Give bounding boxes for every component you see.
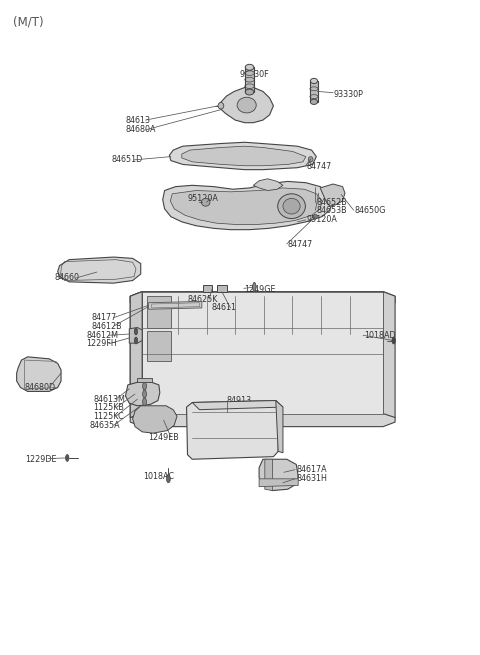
Text: 1229DE: 1229DE	[25, 455, 57, 464]
Polygon shape	[265, 459, 273, 491]
Polygon shape	[129, 328, 142, 343]
Ellipse shape	[134, 328, 138, 335]
Polygon shape	[58, 257, 141, 283]
Text: 84913: 84913	[227, 396, 252, 405]
Ellipse shape	[283, 198, 300, 214]
Text: 1125KC: 1125KC	[93, 412, 124, 421]
Ellipse shape	[245, 64, 254, 70]
Text: 84650G: 84650G	[355, 206, 386, 215]
Text: 93330P: 93330P	[333, 90, 363, 98]
Text: 84613: 84613	[125, 115, 150, 124]
Polygon shape	[130, 291, 142, 417]
Ellipse shape	[143, 390, 146, 398]
Ellipse shape	[313, 214, 317, 219]
Text: 84612B: 84612B	[91, 322, 122, 331]
Polygon shape	[125, 383, 160, 405]
Ellipse shape	[278, 194, 305, 219]
Ellipse shape	[245, 89, 254, 95]
Polygon shape	[203, 285, 212, 291]
Ellipse shape	[66, 455, 69, 461]
Text: 84660: 84660	[55, 273, 80, 282]
Text: 84680A: 84680A	[125, 125, 156, 134]
Text: 84177: 84177	[91, 313, 116, 322]
Text: 84747: 84747	[307, 162, 332, 171]
Polygon shape	[192, 401, 283, 409]
Text: 84747: 84747	[288, 240, 313, 248]
Ellipse shape	[308, 157, 313, 162]
Text: 84611: 84611	[211, 303, 236, 312]
Polygon shape	[142, 291, 383, 413]
Text: 84631H: 84631H	[296, 474, 327, 483]
Bar	[245, 67, 254, 92]
Text: (M/T): (M/T)	[13, 16, 44, 29]
Text: 1249GE: 1249GE	[244, 285, 276, 294]
Polygon shape	[259, 459, 298, 491]
Polygon shape	[130, 291, 395, 308]
Polygon shape	[147, 331, 171, 362]
Polygon shape	[253, 179, 283, 191]
Polygon shape	[383, 291, 395, 422]
Polygon shape	[147, 296, 171, 328]
Polygon shape	[163, 181, 333, 230]
Text: 84625K: 84625K	[188, 295, 218, 304]
Polygon shape	[320, 184, 345, 206]
Polygon shape	[170, 188, 322, 225]
Text: 84613M: 84613M	[93, 395, 125, 403]
Text: 84652B: 84652B	[316, 198, 347, 207]
Ellipse shape	[218, 102, 224, 109]
Polygon shape	[130, 291, 142, 417]
Polygon shape	[217, 285, 227, 291]
Text: 95120A: 95120A	[188, 194, 218, 203]
Polygon shape	[182, 146, 306, 166]
Text: 1018AD: 1018AD	[364, 331, 396, 341]
Text: 1249EB: 1249EB	[148, 432, 179, 441]
Polygon shape	[220, 88, 274, 122]
Ellipse shape	[252, 282, 256, 291]
Bar	[311, 81, 318, 102]
Text: 95120A: 95120A	[307, 215, 338, 225]
Text: 1018AC: 1018AC	[144, 472, 175, 481]
Ellipse shape	[201, 198, 210, 206]
Polygon shape	[276, 401, 283, 453]
Polygon shape	[132, 405, 177, 433]
Text: 84612M: 84612M	[86, 331, 119, 340]
Text: 84617A: 84617A	[296, 465, 327, 474]
Polygon shape	[137, 379, 152, 383]
Ellipse shape	[311, 99, 318, 104]
Text: 84635A: 84635A	[90, 421, 120, 430]
Polygon shape	[17, 357, 61, 392]
Text: 1229FH: 1229FH	[86, 339, 117, 348]
Ellipse shape	[143, 398, 146, 405]
Ellipse shape	[311, 79, 318, 84]
Ellipse shape	[134, 337, 138, 344]
Text: 1125KB: 1125KB	[93, 403, 124, 412]
Ellipse shape	[143, 383, 146, 390]
Ellipse shape	[237, 97, 256, 113]
Polygon shape	[169, 142, 316, 170]
Text: 84651D: 84651D	[111, 155, 143, 164]
Polygon shape	[187, 401, 279, 459]
Ellipse shape	[167, 475, 170, 483]
Text: 84680D: 84680D	[24, 383, 55, 392]
Polygon shape	[148, 301, 202, 309]
Polygon shape	[130, 413, 395, 426]
Text: 93330F: 93330F	[240, 70, 270, 79]
Polygon shape	[259, 479, 298, 487]
Ellipse shape	[392, 337, 396, 344]
Text: 84653B: 84653B	[316, 206, 347, 215]
